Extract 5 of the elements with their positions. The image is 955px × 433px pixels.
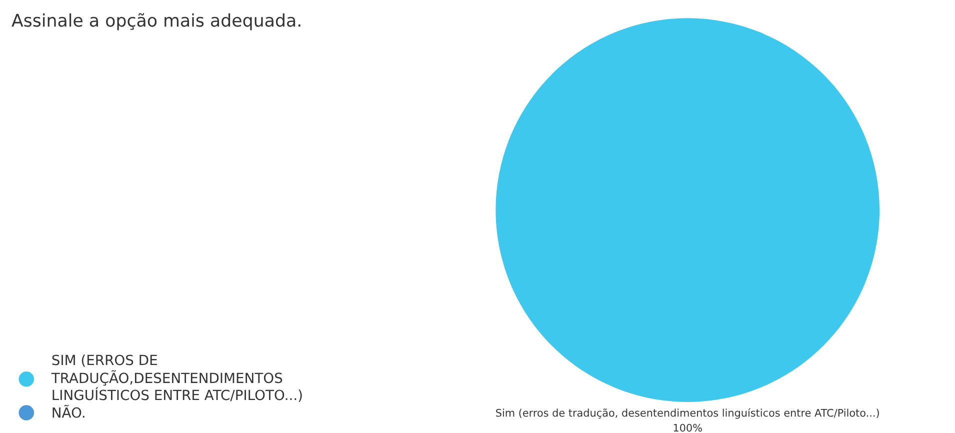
legend-label: SIM (ERROS DE TRADUÇÃO,DESENTENDIMENTOS LINGUÍSTICOS ENTRE ATC/PILOTO...) (51, 354, 302, 402)
text: Sim (erros de tradução, desentendimentos linguísticos entre ATC/Piloto...) (496, 408, 879, 419)
data-label: 100% (674, 424, 702, 432)
chart-title: Assinale a opção mais adequada. (12, 13, 300, 30)
legend-label: NÃO. (52, 404, 84, 418)
